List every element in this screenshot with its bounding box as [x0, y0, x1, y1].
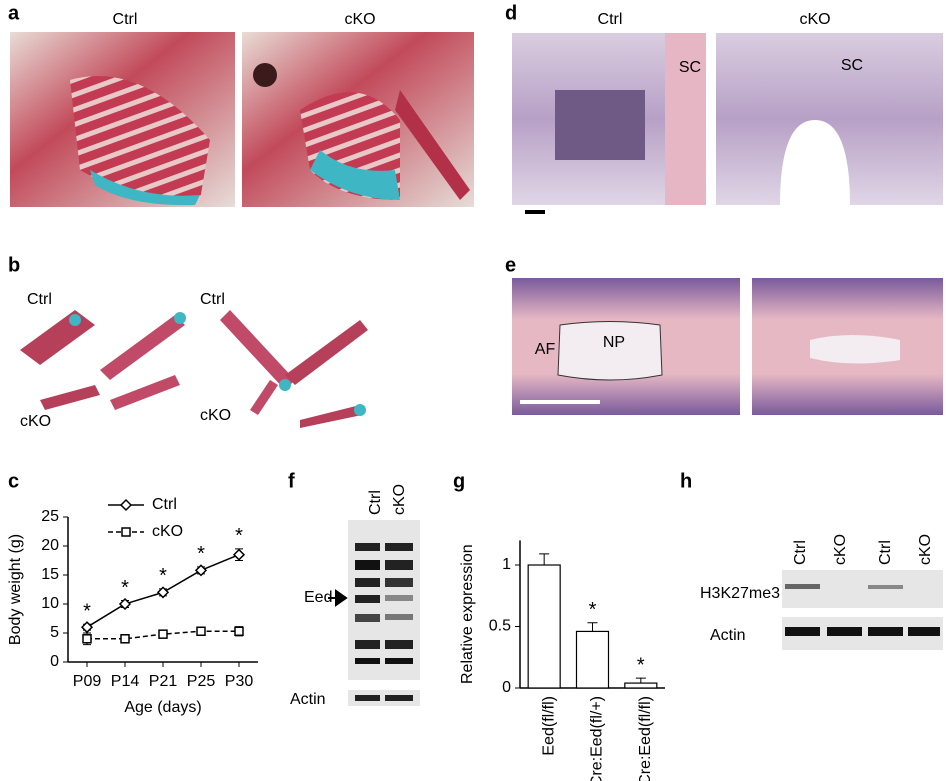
y-tick-label: 0.5 [489, 618, 511, 635]
y-axis-label: Body weight (g) [7, 534, 24, 645]
data-point [120, 634, 130, 644]
label: Ctrl [27, 291, 52, 308]
annotation: SC [679, 59, 701, 76]
data-point [232, 548, 246, 561]
lane-label: Ctrl [877, 540, 894, 565]
band-label: Actin [290, 691, 326, 708]
lane-label: Ctrl [792, 540, 809, 565]
panel-label: g [453, 470, 465, 492]
header: cKO [799, 11, 830, 28]
legend-label: cKO [152, 523, 183, 540]
photo [512, 278, 943, 415]
y-tick-label: 5 [50, 624, 59, 641]
significance: * [121, 577, 129, 599]
data-point [158, 629, 168, 639]
y-axis-label: Relative expression [459, 544, 476, 684]
y-tick-label: 10 [41, 595, 59, 612]
x-tick-label: Cre:Eed(fl/+) [589, 696, 606, 781]
label: Ctrl [200, 291, 225, 308]
significance: * [589, 599, 597, 621]
photo [10, 32, 474, 207]
annotation: NP [603, 334, 625, 351]
lane-label: cKO [832, 534, 849, 565]
significance: * [83, 601, 91, 623]
y-tick-label: 20 [41, 537, 59, 554]
x-tick-label: P25 [187, 673, 216, 690]
band-label: Eed [304, 589, 332, 606]
panel-label: a [8, 2, 20, 24]
y-tick-label: 0 [50, 653, 59, 670]
x-tick-label: P09 [73, 673, 102, 690]
lane-label: cKO [391, 484, 408, 515]
error-bar [539, 553, 550, 565]
label: cKO [200, 407, 231, 424]
header: Ctrl [598, 11, 623, 28]
photo [20, 310, 368, 428]
legend-label: Ctrl [152, 496, 177, 513]
header: cKO [344, 11, 375, 28]
row-label: H3K27me3 [700, 585, 780, 602]
y-tick-label: 1 [502, 556, 511, 573]
lane-label: Ctrl [367, 490, 384, 515]
data-point [82, 634, 92, 644]
label: cKO [20, 413, 51, 430]
annotation: SC [841, 57, 863, 74]
legend-marker [121, 527, 131, 537]
panel-label: d [505, 2, 517, 24]
y-tick-label: 0 [502, 679, 511, 696]
panel-label: f [288, 470, 295, 492]
significance: * [159, 565, 167, 587]
x-tick-label: P21 [149, 673, 178, 690]
legend-marker [119, 498, 133, 512]
panel-label: e [505, 254, 516, 276]
y-tick-label: 15 [41, 566, 59, 583]
bar [527, 564, 561, 689]
panel-label: b [8, 254, 20, 276]
significance: * [637, 654, 645, 676]
lane-label: cKO [917, 534, 934, 565]
panel-label: h [680, 470, 692, 492]
bar [624, 682, 658, 689]
error-bar [587, 622, 598, 632]
error-bar [635, 677, 646, 684]
data-point [234, 626, 244, 637]
annotation: AF [535, 341, 556, 358]
header: Ctrl [113, 11, 138, 28]
x-tick-label: Cre:Eed(fl/fl) [637, 696, 654, 781]
data-point [118, 597, 132, 611]
data-point [156, 586, 170, 599]
row-label: Actin [710, 627, 746, 644]
x-axis-label: Age (days) [124, 699, 201, 716]
panel-label: c [8, 470, 19, 492]
blot [782, 570, 943, 650]
significance: * [197, 543, 205, 565]
x-tick-label: P14 [111, 673, 140, 690]
blot [328, 520, 420, 706]
data-point [196, 626, 206, 637]
bar [575, 630, 610, 689]
x-tick-label: P30 [225, 673, 254, 690]
y-tick-label: 25 [41, 508, 59, 525]
x-tick-label: Eed(fl/fl) [540, 696, 557, 756]
photo [512, 33, 943, 214]
significance: * [235, 525, 243, 547]
data-point [80, 621, 94, 634]
data-point [194, 564, 208, 577]
